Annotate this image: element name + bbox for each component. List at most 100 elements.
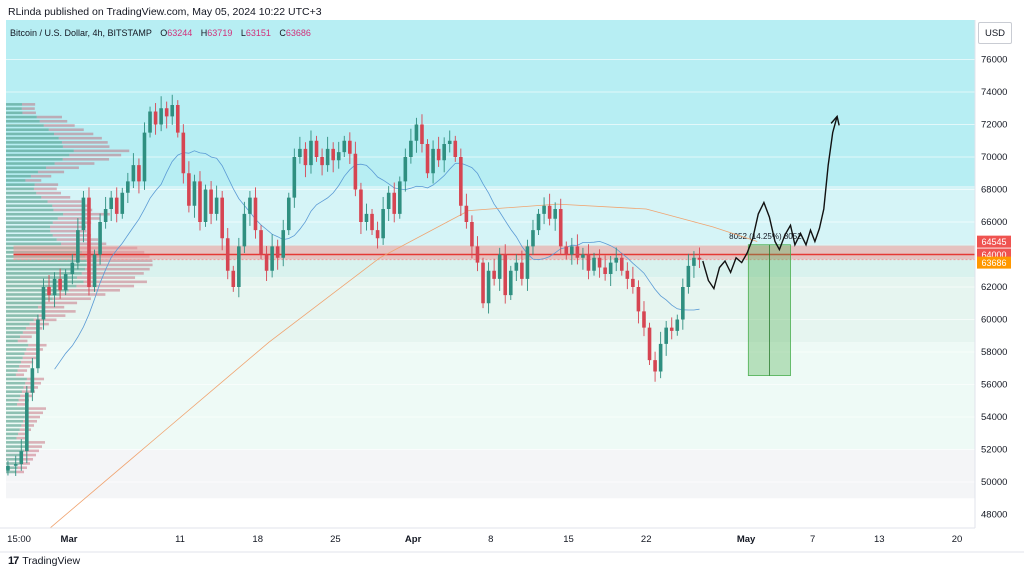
y-tick-label: 60000 [981,315,1007,326]
volume-profile-bar-up [6,196,42,199]
candle-body [575,246,580,258]
candle-body [536,213,541,231]
candle-body [481,262,485,304]
y-tick-label: 58000 [981,347,1007,358]
candle-body [409,140,413,157]
candle-body [403,157,408,182]
volume-profile-bar-down [20,335,32,339]
candle-body [619,257,624,271]
candle-body [581,254,585,258]
volume-profile-bar-down [17,466,27,470]
candle-body [148,111,152,133]
value-area-band [6,277,975,343]
volume-profile-bar-up [6,170,38,174]
volume-profile-bar-down [61,141,108,144]
candle-body [175,105,180,133]
volume-profile-bar-up [6,377,27,381]
volume-profile-bar-down [21,390,36,393]
candle-body [514,262,519,271]
candle-body [636,287,641,312]
candle-body [420,124,424,144]
volume-profile-bar-down [44,310,76,313]
candle-body [58,278,62,291]
candle-body [375,230,380,239]
volume-profile-bar-down [17,369,28,372]
volume-profile-bar-down [81,272,144,275]
volume-profile-bar-down [39,119,68,123]
candle-body [386,192,391,209]
candle-body [486,270,491,304]
volume-profile-bar-down [54,162,95,165]
volume-profile-bar-up [6,339,18,343]
volume-profile-bar-down [50,225,87,229]
candle-body [570,246,574,255]
y-tick-label: 68000 [981,185,1007,196]
candle-body [275,246,280,258]
volume-profile-bar-up [6,373,16,377]
candles [6,94,702,476]
candle-body [6,465,10,471]
volume-profile-bar-up [6,301,46,305]
volume-profile-bar-down [27,441,45,444]
volume-profile-bar-down [26,348,43,351]
candle-body [331,148,335,161]
volume-profile-bar-down [76,284,135,288]
candle-body [364,213,369,222]
candle-body [81,197,86,231]
candle-body [586,254,591,271]
volume-profile-bar-up [6,204,53,208]
volume-profile-bar-up [6,103,23,106]
volume-profile-bar-down [15,470,24,474]
volume-profile-bar-down [48,128,84,132]
candle-body [192,181,197,206]
volume-profile-bar-up [6,187,34,191]
candle-body [553,209,557,219]
value-area-band [6,186,975,245]
price-tag [977,235,1011,248]
volume-profile-bar-up [6,111,23,115]
candle-body [470,222,474,247]
volume-profile-bar-up [6,119,40,123]
candle-body [41,287,46,320]
candle-body [414,124,419,141]
candle-body [47,287,51,296]
candle-body [342,140,347,153]
candle-body [558,209,563,247]
volume-profile-bar-up [6,419,24,423]
volume-profile-bar-down [62,145,110,148]
volume-profile-bar-down [28,407,47,410]
candle-body [142,132,147,182]
projection-arrow-head [830,114,840,126]
volume-profile-bar-up [6,284,77,288]
volume-profile-bar-up [6,280,84,284]
volume-profile-bar-up [6,369,18,372]
measure-range-label: 8052 (14.25%) 8052 [729,232,802,241]
volume-profile-bar-up [6,352,25,355]
candle-body [531,230,535,247]
candle-body [608,262,613,274]
volume-profile-bar-down [21,107,35,110]
footer-brand[interactable]: 17 TradingView [8,555,80,567]
low-label: L [240,28,246,38]
volume-profile-bar-up [6,200,48,203]
volume-profile-bar-down [17,403,27,406]
volume-profile-bar-down [17,339,28,343]
currency-button[interactable]: USD [978,22,1012,44]
volume-profile-bar-up [6,470,16,474]
candle-body [642,311,646,328]
x-tick-label: Mar [61,534,78,545]
symbol-name: Bitcoin / U.S. Dollar, 4h, BITSTAMP [10,28,152,38]
volume-profile-bar-up [6,238,57,241]
close-label: C [279,28,286,38]
volume-profile-bar-up [6,415,25,419]
y-tick-label: 50000 [981,477,1007,488]
candle-body [120,192,125,214]
volume-profile-bar-up [6,314,39,317]
candle-body [70,262,75,274]
volume-profile-bar-down [30,174,52,178]
candle-body [653,360,657,372]
volume-profile-bar-down [22,331,37,334]
volume-profile-bar-up [6,145,63,148]
volume-profile-bar-down [26,377,45,381]
